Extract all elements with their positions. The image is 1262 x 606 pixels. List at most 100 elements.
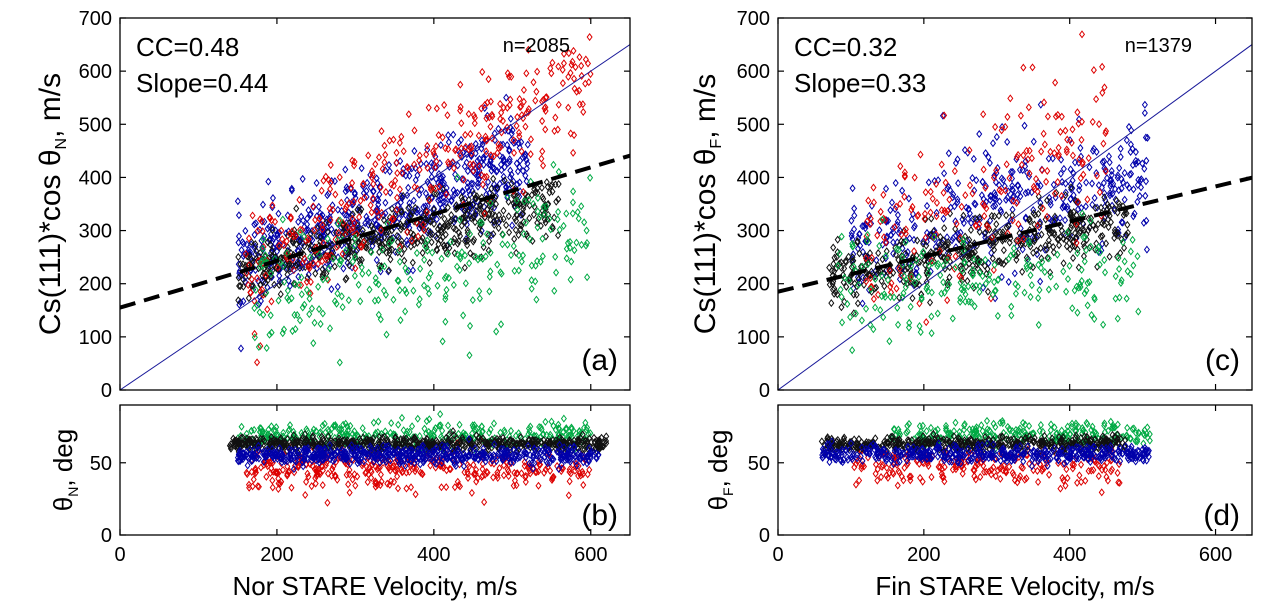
data-point [470, 252, 477, 261]
data-point [402, 285, 409, 295]
data-point [479, 471, 486, 480]
data-point [538, 183, 545, 192]
data-point [870, 198, 877, 207]
data-point [888, 231, 895, 240]
data-point [390, 135, 397, 144]
data-point [879, 215, 886, 224]
data-point [444, 203, 451, 212]
data-point [991, 260, 998, 269]
panel-a: 0100200300400500600700(a)CC=0.48Slope=0.… [34, 8, 631, 402]
data-point [1014, 190, 1021, 199]
data-point [933, 212, 940, 221]
data-point [945, 182, 952, 191]
data-point [550, 160, 557, 169]
data-point [565, 448, 572, 457]
data-point [275, 209, 282, 218]
data-point [1099, 158, 1106, 167]
data-point [559, 65, 566, 74]
data-point [370, 237, 377, 246]
data-point [326, 204, 333, 213]
data-point [1035, 320, 1042, 329]
data-point [360, 238, 367, 247]
data-point [1050, 180, 1057, 189]
data-point [1055, 143, 1062, 152]
data-point [370, 418, 377, 427]
data-point [440, 461, 447, 470]
data-point [257, 341, 264, 351]
data-point [868, 282, 875, 291]
data-point [1124, 267, 1131, 276]
data-point [1065, 227, 1072, 236]
data-point [940, 261, 947, 270]
data-point [515, 230, 522, 240]
data-point [513, 481, 520, 490]
y-tick-label: 500 [79, 114, 112, 136]
data-point [883, 184, 890, 193]
data-point [317, 232, 324, 242]
data-point [405, 204, 412, 213]
data-point [426, 289, 433, 298]
data-point [394, 276, 401, 285]
data-point [1103, 174, 1111, 183]
data-point [501, 163, 508, 172]
data-point [1057, 169, 1064, 178]
data-point [494, 183, 501, 192]
data-point [470, 470, 477, 479]
data-point [504, 240, 511, 249]
data-point [322, 255, 329, 264]
data-point [358, 263, 365, 272]
data-point [412, 490, 419, 499]
data-point [356, 256, 363, 265]
data-point [508, 251, 515, 260]
data-point [1100, 178, 1107, 188]
data-point [462, 213, 469, 222]
data-point [1038, 147, 1045, 156]
data-point [372, 278, 379, 287]
data-point [834, 261, 842, 270]
data-point [365, 268, 372, 277]
data-point [451, 215, 458, 224]
data-point [467, 249, 474, 258]
data-point [504, 191, 511, 201]
data-point [985, 223, 992, 232]
data-point [993, 132, 1000, 141]
data-point [894, 210, 901, 220]
data-point [565, 103, 572, 112]
data-point [887, 292, 894, 301]
data-point [333, 299, 340, 308]
data-point [441, 100, 448, 110]
data-point [484, 438, 491, 447]
data-point [268, 422, 275, 431]
data-point [501, 426, 508, 435]
data-point [848, 216, 855, 225]
data-point [400, 147, 407, 156]
data-point [394, 169, 401, 178]
data-point [1014, 181, 1021, 190]
data-point [565, 491, 572, 500]
data-point [1117, 144, 1124, 153]
data-point [338, 292, 345, 301]
data-point [544, 459, 551, 468]
data-point [537, 448, 544, 457]
data-point [942, 208, 949, 217]
data-point [364, 178, 371, 187]
data-point [467, 129, 474, 138]
data-point [375, 236, 382, 245]
data-point [1023, 261, 1030, 270]
data-point [868, 267, 875, 276]
data-point [321, 419, 328, 428]
data-point [353, 446, 360, 455]
data-point [967, 243, 974, 253]
data-point [490, 152, 497, 161]
data-point [448, 197, 455, 206]
data-point [905, 194, 912, 203]
data-point [1017, 192, 1024, 201]
data-point [1078, 30, 1086, 39]
data-point [900, 289, 907, 298]
data-point [446, 464, 453, 473]
data-point [929, 194, 936, 203]
data-point [260, 235, 267, 244]
data-point [416, 190, 423, 199]
data-point [467, 160, 474, 169]
plot-area [778, 30, 1252, 390]
